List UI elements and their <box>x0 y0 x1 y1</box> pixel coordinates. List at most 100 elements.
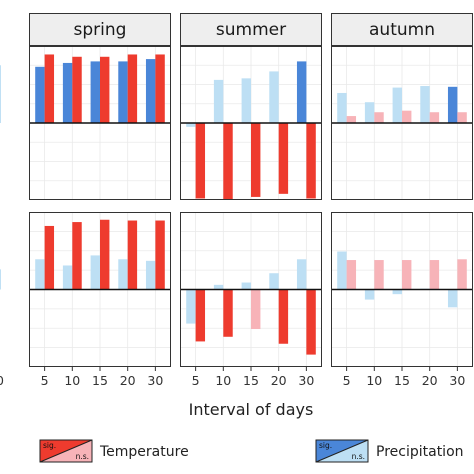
legend: sig. n.s. Temperature sig. n.s. Precipitation <box>39 439 464 463</box>
panel-r1-c0 <box>0 269 1 290</box>
temperature-bar <box>429 112 440 123</box>
precipitation-bar <box>90 61 100 123</box>
facet-strip <box>331 13 473 46</box>
precipitation-bar <box>241 78 251 123</box>
legend-key-border <box>39 439 93 463</box>
panel-r1-c2 <box>180 212 322 367</box>
legend-key-sig-label: sig. <box>319 441 332 450</box>
x-tick-label: 30 <box>449 373 465 388</box>
precipitation-bar <box>364 102 375 123</box>
panel-r1-c3 <box>331 212 473 367</box>
legend-item-temperature: sig. n.s. Temperature <box>39 439 189 463</box>
panel-border <box>180 46 322 200</box>
temperature-bar <box>374 260 384 290</box>
temperature-bar <box>44 225 55 290</box>
x-tick-label: 30 <box>298 373 314 388</box>
temperature-bar <box>44 54 55 123</box>
temperature-bar <box>195 123 206 199</box>
panel-r1-c1 <box>29 212 171 367</box>
facet-strip-label: summer <box>216 20 286 40</box>
panel-r0-c2: summer <box>180 13 322 200</box>
legend-key-border <box>315 439 369 463</box>
precipitation-bar <box>447 86 458 123</box>
temperature-bar <box>306 289 316 355</box>
temperature-bar <box>402 110 412 123</box>
x-tick-label: 10 <box>215 373 231 388</box>
precipitation-bar <box>337 251 347 290</box>
x-tick-label: 15 <box>394 373 410 388</box>
temperature-bar <box>127 220 138 290</box>
temperature-bar <box>346 260 357 290</box>
x-tick-label: 5 <box>343 373 351 388</box>
temperature-bar <box>155 54 165 123</box>
precipitation-bar <box>62 62 73 123</box>
x-tick-label: 20 <box>271 373 287 388</box>
temperature-bar <box>251 123 261 197</box>
x-tick-label: 15 <box>92 373 108 388</box>
x-tick-label: 30 <box>0 373 4 388</box>
legend-label: Precipitation <box>376 444 464 460</box>
facet-strip <box>29 13 171 46</box>
x-tick-label: 10 <box>64 373 80 388</box>
temperature-bar <box>402 260 412 290</box>
precipitation-bar <box>186 289 196 324</box>
precipitation-bar <box>392 87 402 123</box>
precipitation-bar <box>269 273 279 290</box>
panel-r0-c0 <box>0 65 1 123</box>
precipitation-bar <box>0 65 1 123</box>
temperature-bar <box>306 123 316 199</box>
temperature-bar <box>72 222 82 290</box>
temperature-bar <box>127 54 138 123</box>
x-tick-label: 15 <box>243 373 259 388</box>
precipitation-bar <box>118 259 128 290</box>
panel-border <box>180 212 322 367</box>
temperature-bar <box>251 289 261 330</box>
precipitation-bar <box>62 265 73 290</box>
precipitation-bar <box>145 59 156 123</box>
legend-key-divider <box>39 439 93 463</box>
legend-key-divider <box>315 439 369 463</box>
x-tick-label: 20 <box>120 373 136 388</box>
precipitation-bar <box>90 255 100 290</box>
panel-border <box>29 212 171 367</box>
precipitation-bar <box>241 282 251 290</box>
temperature-bar <box>278 289 289 344</box>
precipitation-bar <box>145 260 156 290</box>
panel-border <box>331 46 473 200</box>
temperature-bar <box>72 56 82 123</box>
facet-strip-label: autumn <box>369 20 435 40</box>
precipitation-bar <box>364 289 375 300</box>
x-tick-labels: 30 5 10 15 20 30 5 10 15 20 30 5 10 15 20 30 <box>0 367 465 388</box>
temperature-bar <box>100 56 110 123</box>
temperature-bar <box>374 112 384 123</box>
temperature-bar <box>195 289 206 342</box>
precipitation-bar <box>35 259 45 290</box>
legend-key-sig-label: sig. <box>43 441 56 450</box>
precipitation-bar <box>392 289 402 295</box>
panel-border <box>29 46 171 200</box>
x-tick-label: 5 <box>192 373 200 388</box>
temperature-bar <box>457 259 467 290</box>
panel-border <box>331 212 473 367</box>
facet-strip-label: spring <box>74 20 127 40</box>
precipitation-bar <box>447 289 458 308</box>
temperature-bar <box>223 289 233 337</box>
temperature-bar <box>429 260 440 290</box>
temperature-bar <box>346 116 357 123</box>
precipitation-bar <box>213 79 224 123</box>
precipitation-bar <box>118 61 128 123</box>
x-tick-label: 20 <box>422 373 438 388</box>
precipitation-bar <box>420 86 430 123</box>
panels-layer: spring summer autumn <box>0 13 473 367</box>
temperature-bar <box>278 123 289 194</box>
precipitation-bar <box>213 284 224 290</box>
panel-r0-c1: spring <box>29 13 171 200</box>
x-tick-label: 10 <box>366 373 382 388</box>
x-axis-title: Interval of days <box>189 400 314 419</box>
temperature-bar <box>223 123 233 200</box>
x-tick-label: 5 <box>41 373 49 388</box>
precipitation-bar <box>296 61 307 123</box>
legend-key-ns-label: n.s. <box>352 452 365 461</box>
precipitation-bar <box>35 66 45 123</box>
